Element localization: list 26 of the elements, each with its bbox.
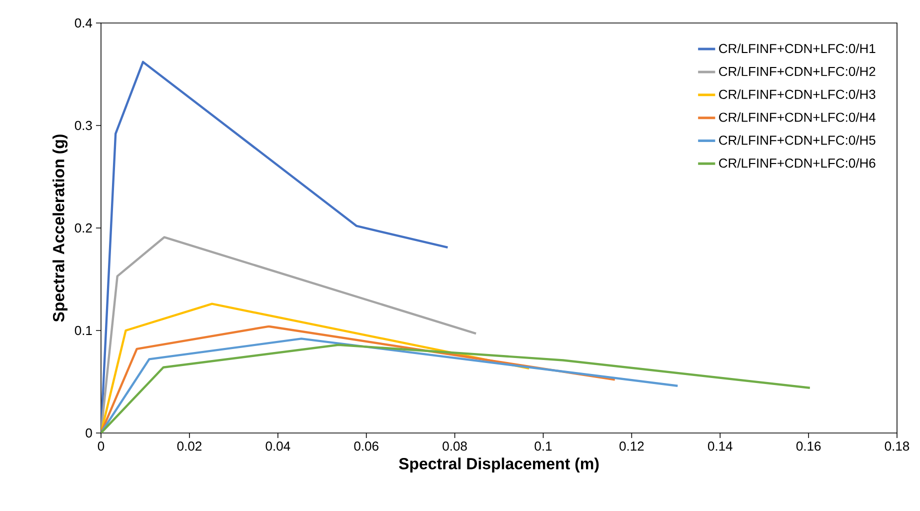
legend-label: CR/LFINF+CDN+LFC:0/H1 <box>719 44 876 54</box>
y-tick-label: 0 <box>86 428 92 438</box>
x-tick-label: 0.18 <box>884 442 910 451</box>
x-tick-label: 0.16 <box>796 442 821 451</box>
line-series <box>101 338 679 433</box>
y-tick-label: 0.3 <box>74 120 92 130</box>
line-series <box>101 325 616 433</box>
x-tick-label: 0.06 <box>354 442 378 451</box>
x-tick-label: 0.1 <box>534 442 552 451</box>
line-series <box>101 344 811 433</box>
x-axis-title: Spectral Displacement (m) <box>398 458 599 473</box>
x-tick-label: 0.14 <box>708 442 732 451</box>
x-tick-label: 0 <box>98 442 104 451</box>
x-tick-label: 0.02 <box>177 442 202 451</box>
x-tick-label: 0.08 <box>442 442 467 451</box>
legend-label: CR/LFINF+CDN+LFC:0/H2 <box>719 66 876 76</box>
legend-label: CR/LFINF+CDN+LFC:0/H3 <box>719 89 876 99</box>
legend-label: CR/LFINF+CDN+LFC:0/H5 <box>719 135 876 145</box>
legend-label: CR/LFINF+CDN+LFC:0/H4 <box>719 112 876 122</box>
y-tick-label: 0.1 <box>74 326 92 336</box>
legend-label: CR/LFINF+CDN+LFC:0/H6 <box>719 158 876 168</box>
x-tick-label: 0.04 <box>266 442 290 451</box>
y-tick-label: 0.4 <box>74 18 92 28</box>
y-tick-label: 0.2 <box>74 223 92 233</box>
y-axis-title: Spectral Acceleration (g) <box>52 134 68 322</box>
x-tick-label: 0.12 <box>620 442 644 451</box>
